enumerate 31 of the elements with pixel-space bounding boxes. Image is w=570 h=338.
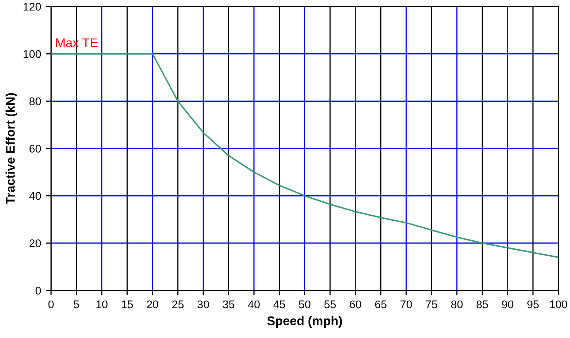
y-tick-label: 80	[30, 98, 42, 106]
x-tick-label: 30	[198, 300, 210, 309]
x-tick-label: 45	[274, 300, 286, 309]
line-series	[51, 53, 559, 258]
y-tick-label: 40	[29, 192, 42, 200]
x-tick-label: 75	[426, 300, 438, 309]
y-tick-label: 60	[30, 144, 42, 153]
x-tick-label: 5	[74, 300, 80, 309]
x-tick-label: 65	[375, 300, 387, 309]
x-tick-label: 90	[502, 300, 514, 309]
x-tick-label: 40	[248, 300, 260, 309]
y-tick-label: 20	[30, 240, 42, 248]
x-tick-label: 85	[476, 300, 488, 309]
y-axis-title: Tractive Effort (kN)	[6, 93, 18, 204]
x-axis-title: Speed (mph)	[267, 316, 342, 328]
x-tick-label: 55	[324, 300, 336, 309]
x-tick-label: 0	[48, 300, 54, 309]
x-tick-label: 10	[96, 300, 108, 309]
x-tick-label: 100	[550, 300, 568, 309]
x-tick-label: 15	[122, 300, 134, 309]
x-tick-label: 20	[147, 300, 159, 309]
x-tick-label: 60	[350, 300, 362, 309]
x-tick-label: 95	[528, 300, 539, 309]
x-tick-label: 35	[223, 300, 235, 309]
x-tick-label: 50	[299, 300, 311, 309]
x-tick-label: 25	[172, 300, 184, 309]
x-tick-label: 80	[451, 300, 463, 309]
y-tick-label: 0	[36, 286, 42, 295]
y-tick-label: 120	[24, 3, 42, 11]
x-tick-label: 70	[400, 300, 412, 309]
y-tick-label: 100	[24, 50, 42, 58]
